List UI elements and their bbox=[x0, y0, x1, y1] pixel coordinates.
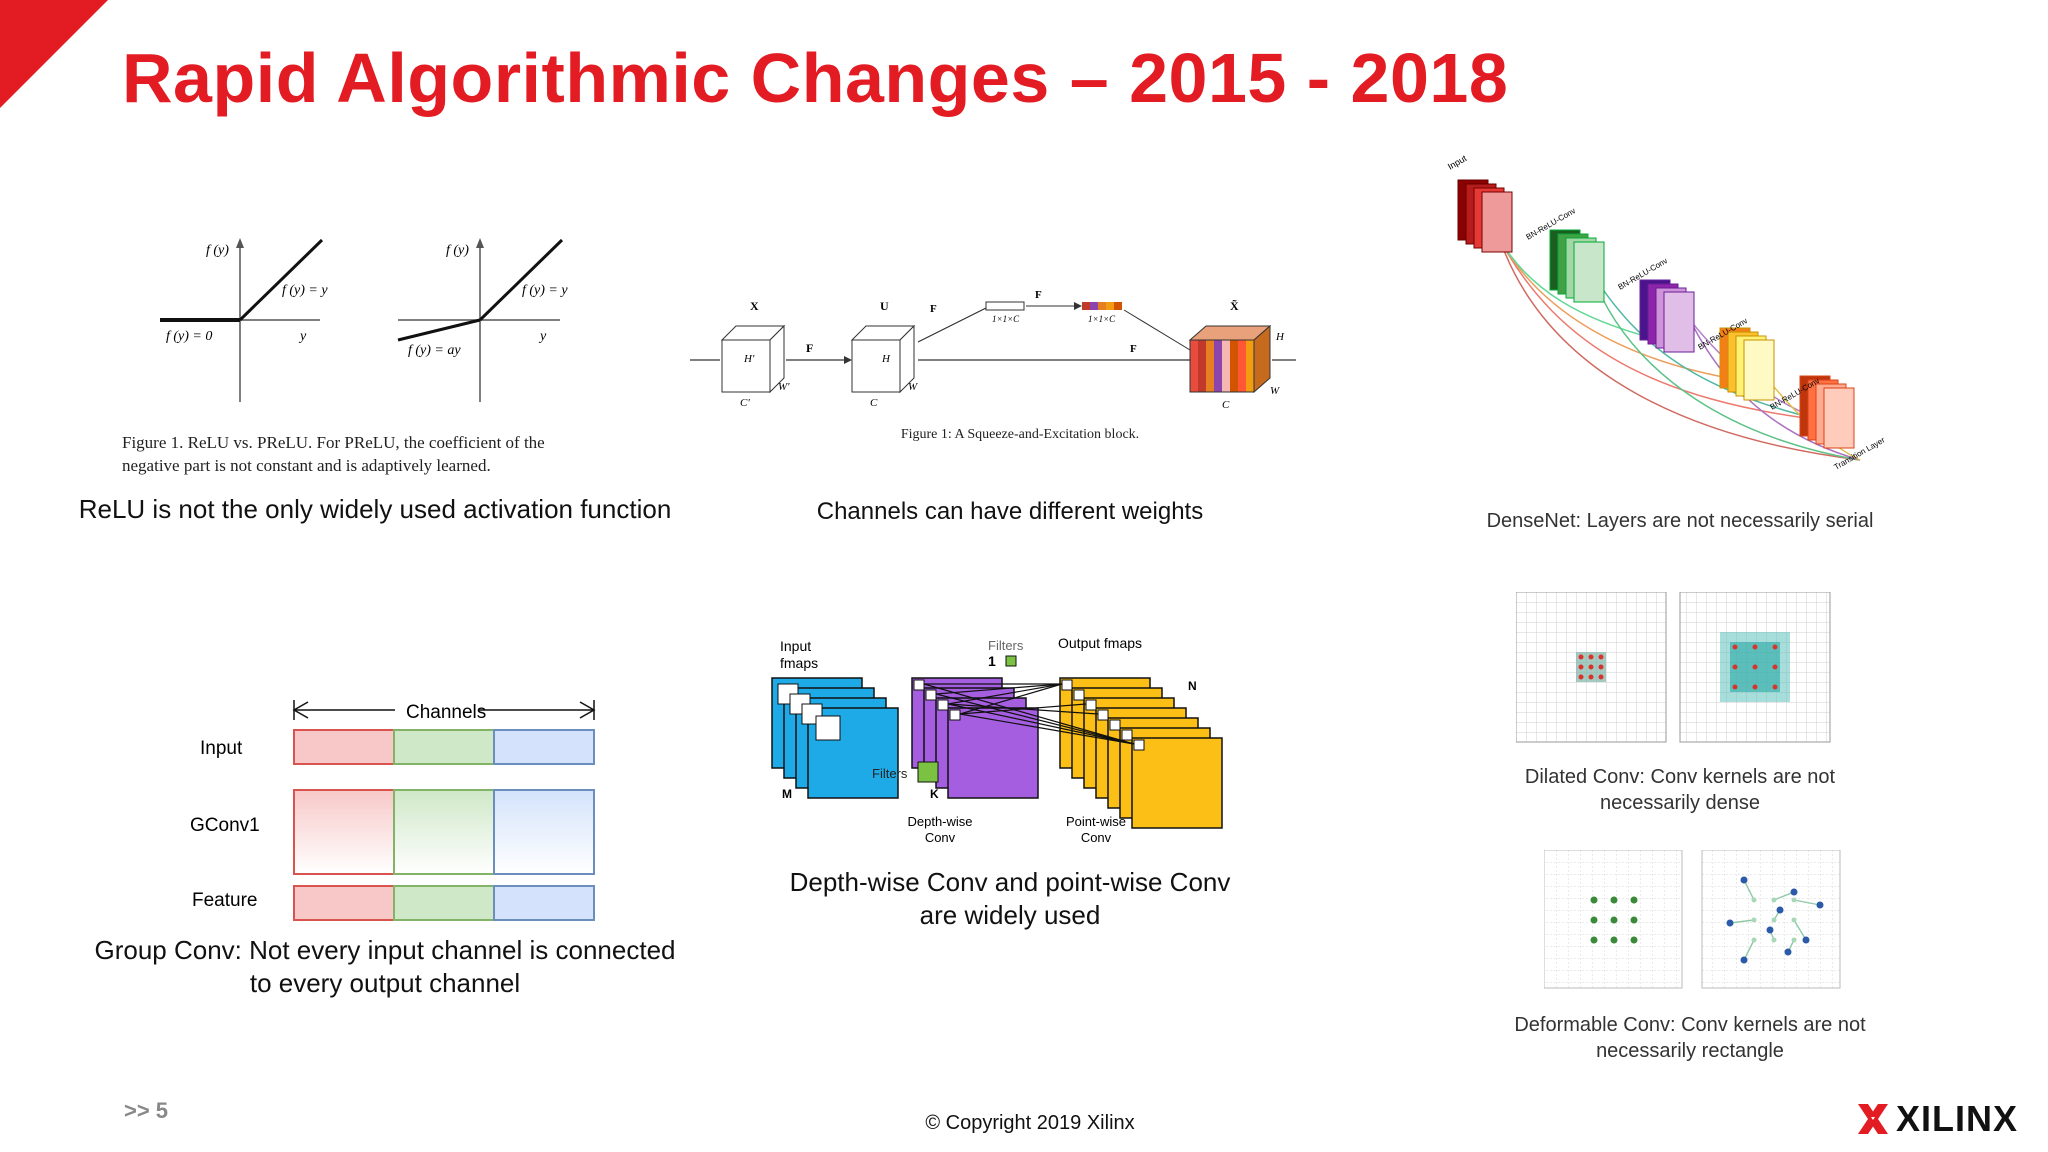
svg-text:W: W bbox=[908, 381, 918, 393]
densenet-figure: Input BN-ReLU-Conv BN-ReLU-Conv BN-ReLU-… bbox=[1446, 153, 1887, 472]
relu-left-neg: f (y) = 0 bbox=[166, 329, 212, 344]
pointwise-conv-label: Point-wise Conv bbox=[1066, 814, 1126, 845]
svg-text:X̃: X̃ bbox=[1230, 299, 1239, 313]
svg-text:Filters: Filters bbox=[988, 638, 1024, 653]
depthwise-caption: Depth-wise Conv and point-wise Conv are … bbox=[789, 867, 1231, 931]
relu-caption: ReLU is not the only widely used activat… bbox=[78, 494, 672, 524]
relu-figure-caption: Figure 1. ReLU vs. PReLU. For PReLU, the… bbox=[122, 433, 545, 475]
svg-text:C: C bbox=[870, 397, 878, 409]
relu-left-pos: f (y) = y bbox=[282, 283, 328, 298]
svg-text:1: 1 bbox=[988, 653, 996, 669]
dilated-caption: Dilated Conv: Conv kernels are not neces… bbox=[1524, 766, 1836, 814]
svg-text:1×1×C: 1×1×C bbox=[992, 314, 1020, 324]
row-label-feature: Feature bbox=[192, 890, 258, 911]
svg-text:F: F bbox=[806, 341, 813, 355]
relu-right-fy: f (y) bbox=[446, 243, 469, 258]
svg-text:C': C' bbox=[740, 397, 750, 409]
svg-text:1×1×C: 1×1×C bbox=[1088, 314, 1116, 324]
channels-label: Channels bbox=[406, 702, 486, 723]
relu-right-y: y bbox=[538, 329, 547, 344]
dilated-conv-figure bbox=[1516, 592, 1831, 743]
group-conv-figure: Channels bbox=[292, 698, 596, 921]
svg-text:N: N bbox=[1188, 679, 1197, 693]
xilinx-logo-icon bbox=[1858, 1104, 1888, 1134]
svg-text:Output fmaps: Output fmaps bbox=[1058, 636, 1142, 651]
depthwise-conv-label: Depth-wise Conv bbox=[907, 814, 973, 845]
se-figure-caption: Figure 1: A Squeeze-and-Excitation block… bbox=[900, 427, 1140, 442]
svg-text:Input: Input bbox=[1446, 153, 1469, 172]
corner-accent bbox=[0, 0, 108, 108]
row-label-input: Input bbox=[200, 738, 243, 759]
svg-text:F: F bbox=[1035, 290, 1042, 301]
svg-text:C: C bbox=[1222, 399, 1230, 411]
relu-figure: f (y) f (y) = y f (y) = 0 y f (y) f (y) … bbox=[160, 238, 568, 402]
svg-text:U: U bbox=[880, 299, 889, 313]
page-number: >> 5 bbox=[124, 1098, 169, 1123]
se-block-figure: X H' W' C' F U H W C F 1×1×C F 1×1×C F X… bbox=[690, 290, 1296, 411]
svg-text:Filters: Filters bbox=[872, 766, 908, 781]
depthwise-figure: 1 Filters Output fmaps N M Filters K bbox=[771, 636, 1223, 829]
xilinx-logo-text: XILINX bbox=[1896, 1098, 2019, 1139]
relu-right-pos: f (y) = y bbox=[522, 283, 568, 298]
svg-text:H': H' bbox=[743, 353, 755, 365]
se-caption: Channels can have different weights bbox=[816, 498, 1204, 525]
input-fmaps-label: Input fmaps bbox=[780, 638, 819, 671]
se-output-stack bbox=[1188, 324, 1272, 394]
svg-text:F: F bbox=[930, 303, 937, 315]
svg-text:H: H bbox=[1275, 331, 1285, 343]
densenet-caption: DenseNet: Layers are not necessarily ser… bbox=[1486, 510, 1874, 532]
group-conv-caption: Group Conv: Not every input channel is c… bbox=[94, 935, 676, 999]
svg-text:H: H bbox=[881, 353, 891, 365]
deformable-conv-figure bbox=[1544, 850, 1841, 989]
xilinx-logo: XILINX bbox=[1856, 1098, 2018, 1140]
svg-text:K: K bbox=[930, 787, 939, 801]
row-label-gconv1: GConv1 bbox=[190, 815, 260, 836]
page-title: Rapid Algorithmic Changes – 2015 - 2018 bbox=[122, 39, 1509, 117]
svg-text:W: W bbox=[1270, 385, 1280, 397]
relu-right-neg: f (y) = ay bbox=[408, 343, 461, 358]
copyright: © Copyright 2019 Xilinx bbox=[925, 1112, 1135, 1134]
svg-text:F: F bbox=[1130, 343, 1137, 355]
deformable-caption: Deformable Conv: Conv kernels are not ne… bbox=[1514, 1014, 1866, 1062]
relu-left-y: y bbox=[298, 329, 307, 344]
svg-text:W': W' bbox=[778, 381, 790, 393]
svg-text:M: M bbox=[782, 787, 792, 801]
svg-text:X: X bbox=[750, 299, 759, 313]
relu-left-fy: f (y) bbox=[206, 243, 229, 258]
